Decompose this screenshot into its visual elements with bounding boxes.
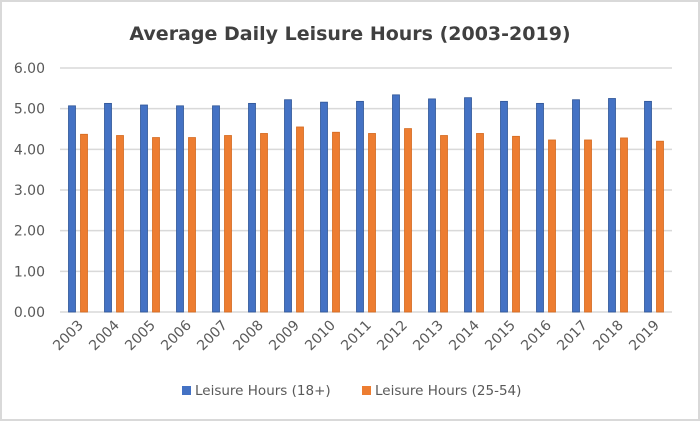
x-tick-label: 2011 — [338, 318, 375, 355]
y-tick-label: 3.00 — [14, 183, 45, 199]
bar-25-54-2008 — [260, 133, 268, 313]
x-tick-label: 2018 — [590, 318, 627, 355]
bar-18plus-2004 — [104, 102, 112, 313]
legend-swatch — [182, 386, 191, 395]
bar-25-54-2006 — [188, 137, 196, 313]
x-tick-label: 2010 — [302, 318, 339, 355]
bar-18plus-2012 — [392, 94, 400, 313]
bar-25-54-2009 — [296, 126, 304, 313]
legend-label: Leisure Hours (18+) — [195, 383, 331, 399]
bar-18plus-2007 — [212, 105, 220, 313]
bar-18plus-2013 — [428, 98, 436, 313]
bar-18plus-2014 — [464, 97, 472, 313]
bar-18plus-2011 — [356, 100, 364, 313]
bar-18plus-2009 — [284, 99, 292, 313]
bar-25-54-2003 — [80, 133, 88, 313]
x-tick-label: 2005 — [122, 318, 159, 355]
legend-label: Leisure Hours (25-54) — [375, 383, 521, 399]
y-tick-label: 1.00 — [14, 264, 45, 280]
chart-title: Average Daily Leisure Hours (2003-2019) — [129, 23, 570, 45]
x-tick-label: 2003 — [50, 318, 87, 355]
bar-18plus-2005 — [140, 104, 148, 313]
x-tick-label: 2012 — [374, 318, 411, 355]
bar-25-54-2010 — [332, 131, 340, 313]
bar-25-54-2015 — [512, 135, 520, 313]
bar-18plus-2015 — [500, 100, 508, 313]
bar-25-54-2016 — [548, 139, 556, 313]
y-tick-label: 6.00 — [14, 61, 45, 77]
bar-18plus-2018 — [608, 98, 616, 313]
x-tick-label: 2006 — [158, 317, 195, 354]
x-tick-label: 2015 — [482, 318, 519, 355]
x-tick-label: 2007 — [194, 318, 231, 355]
bar-18plus-2003 — [68, 105, 76, 313]
bar-18plus-2019 — [644, 100, 652, 313]
x-tick-label: 2008 — [230, 318, 267, 355]
y-tick-label: 2.00 — [14, 224, 45, 240]
y-tick-label: 5.00 — [14, 102, 45, 118]
x-tick-label: 2009 — [266, 318, 303, 355]
bar-25-54-2018 — [620, 137, 628, 313]
x-tick-label: 2013 — [410, 318, 447, 355]
x-tick-label: 2014 — [446, 317, 483, 354]
bar-18plus-2006 — [176, 105, 184, 313]
bar-25-54-2005 — [152, 137, 160, 313]
x-tick-label: 2004 — [86, 317, 123, 354]
bar-18plus-2016 — [536, 102, 544, 313]
bar-25-54-2007 — [224, 135, 232, 313]
y-tick-label: 4.00 — [14, 142, 45, 158]
x-tick-label: 2019 — [626, 318, 663, 355]
bar-25-54-2011 — [368, 133, 376, 313]
bar-25-54-2014 — [476, 133, 484, 313]
bar-18plus-2017 — [572, 99, 580, 313]
bar-18plus-2010 — [320, 101, 328, 313]
bar-25-54-2017 — [584, 139, 592, 313]
bar-25-54-2019 — [656, 140, 664, 313]
x-tick-label: 2017 — [554, 318, 591, 355]
legend-swatch — [362, 386, 371, 395]
bar-25-54-2004 — [116, 135, 124, 313]
y-tick-label: 0.00 — [14, 305, 45, 321]
bar-25-54-2012 — [404, 128, 412, 313]
x-tick-label: 2016 — [518, 317, 555, 354]
bar-25-54-2013 — [440, 135, 448, 313]
bar-18plus-2008 — [248, 102, 256, 313]
